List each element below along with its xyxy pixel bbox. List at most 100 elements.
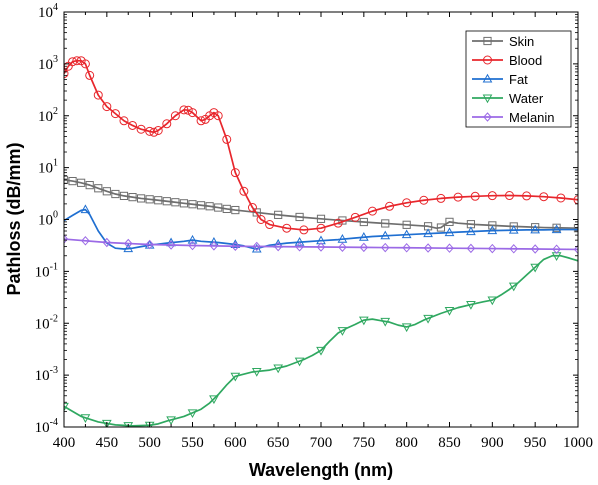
data-point-blood: [110, 109, 120, 119]
data-point-fat: [487, 225, 498, 235]
data-point-melanin: [64, 234, 69, 244]
data-point-skin: [85, 181, 94, 190]
data-point-skin: [531, 223, 540, 232]
data-point-skin: [359, 217, 368, 227]
x-tick-label: 450: [96, 435, 119, 451]
data-point-water: [64, 402, 69, 412]
data-point-water: [487, 296, 498, 306]
data-point-blood: [149, 127, 159, 137]
y-tick-label: 10-1: [35, 261, 58, 280]
x-tick-label: 850: [438, 435, 461, 451]
y-tick-base: 10: [38, 109, 53, 125]
data-point-fat: [380, 230, 391, 240]
data-point-melanin: [488, 243, 497, 254]
data-point-melanin: [466, 243, 476, 254]
data-point-skin: [94, 184, 103, 193]
data-point-melanin: [166, 240, 176, 250]
data-point-water: [209, 395, 219, 405]
data-point-water: [166, 416, 176, 426]
series-water: [64, 252, 578, 427]
data-point-blood: [179, 105, 189, 115]
x-tick-label: 700: [310, 435, 333, 451]
data-point-melanin: [402, 243, 411, 253]
data-point-melanin: [445, 243, 454, 253]
data-point-blood: [213, 111, 223, 121]
x-tick-label: 550: [181, 435, 204, 451]
data-point-fat: [466, 226, 476, 236]
data-point-melanin: [338, 242, 347, 252]
data-point-water: [316, 346, 326, 356]
data-point-melanin: [295, 242, 304, 252]
data-point-skin: [205, 202, 214, 211]
data-point-blood: [183, 105, 193, 115]
data-point-skin: [436, 223, 446, 232]
data-point-melanin: [252, 241, 262, 252]
data-point-melanin: [316, 242, 326, 252]
y-tick-label: 10-4: [35, 417, 58, 436]
data-point-skin: [68, 176, 77, 186]
legend-label-blood: Blood: [509, 53, 542, 68]
data-point-water: [358, 316, 369, 326]
data-point-fat: [530, 224, 541, 234]
x-tick-label: 950: [524, 435, 547, 451]
data-point-water: [530, 263, 541, 273]
data-point-water: [380, 317, 391, 327]
data-point-melanin: [509, 244, 519, 254]
y-tick-base: 10: [38, 57, 53, 73]
data-point-blood: [68, 57, 78, 67]
y-tick-label: 101: [38, 158, 58, 177]
data-point-melanin: [359, 242, 369, 253]
data-point-blood: [436, 193, 446, 203]
legend-label-fat: Fat: [509, 72, 528, 87]
data-point-blood: [145, 126, 155, 136]
legend-marker-water: [482, 94, 493, 104]
data-point-water: [294, 357, 305, 367]
data-point-blood: [136, 124, 146, 134]
data-point-fat: [444, 227, 455, 237]
data-point-skin: [162, 197, 171, 206]
data-point-water: [508, 282, 519, 292]
data-point-blood: [188, 108, 197, 118]
series-skin: [64, 175, 578, 233]
data-point-blood: [85, 70, 95, 80]
data-point-skin: [77, 178, 86, 187]
data-point-blood: [385, 201, 395, 211]
data-point-water: [423, 314, 433, 324]
x-tick-label: 400: [53, 435, 76, 451]
legend-label-melanin: Melanin: [509, 110, 555, 125]
legend-marker-fat: [482, 73, 493, 83]
data-point-melanin: [380, 242, 390, 253]
data-point-blood: [222, 134, 232, 144]
y-tick-exponent: 0: [53, 210, 58, 221]
data-point-blood: [230, 168, 240, 178]
y-tick-label: 10-2: [35, 313, 58, 332]
data-point-skin: [154, 196, 163, 205]
legend-marker-melanin: [483, 112, 492, 122]
data-point-blood: [239, 186, 249, 196]
data-point-melanin: [423, 243, 433, 253]
data-point-blood: [196, 116, 206, 126]
y-tick-label: 100: [38, 210, 58, 229]
x-tick-label: 800: [395, 435, 418, 451]
y-tick-exponent: 1: [53, 158, 58, 169]
data-point-blood: [162, 119, 172, 129]
y-axis-title: Pathloss (dB/mm): [4, 142, 24, 295]
tick-layer: 400 450 500 550 600 650 700 750 800 850 900 950 1000…: [35, 2, 593, 451]
data-point-skin: [137, 194, 146, 203]
data-point-melanin: [273, 241, 283, 252]
y-tick-base: 10: [35, 264, 50, 280]
plot-frame: [63, 11, 579, 428]
data-point-melanin: [530, 244, 540, 254]
data-point-blood: [282, 223, 292, 233]
data-point-blood: [119, 116, 129, 126]
data-point-fat: [423, 228, 433, 238]
y-tick-exponent: -4: [50, 417, 58, 428]
series-layer: [64, 56, 578, 427]
legend: Skin Blood Fat Water Melanin: [465, 30, 572, 128]
data-point-melanin: [573, 244, 578, 255]
data-point-blood: [247, 203, 257, 213]
data-point-melanin: [102, 237, 112, 248]
series-melanin: [64, 234, 578, 255]
y-tick-exponent: -2: [50, 313, 58, 324]
data-point-blood: [539, 192, 549, 202]
